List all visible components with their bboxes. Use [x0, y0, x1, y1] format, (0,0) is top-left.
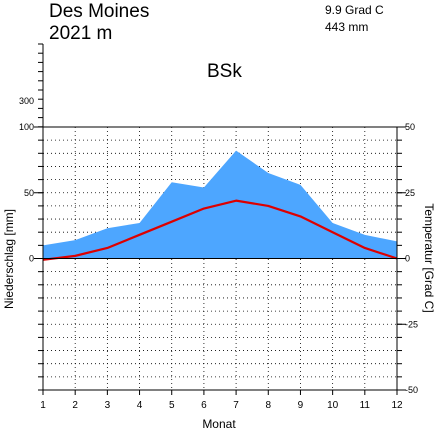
right-tick-label: 50	[405, 122, 415, 132]
climate-class: BSk	[207, 61, 242, 82]
x-axis: 1 2 3 4 5 6 7 8 9 10 11 12	[40, 390, 403, 411]
temperature-line	[42, 199, 398, 261]
x-tick-label: 1	[40, 400, 46, 411]
temperature-series	[42, 199, 398, 261]
upper-extension-label: 300	[19, 96, 34, 106]
x-tick-label: 5	[169, 400, 175, 411]
x-tick-label: 8	[265, 400, 271, 411]
x-axis-label: Monat	[202, 417, 236, 430]
left-axis-label: Niederschlag [mm]	[2, 209, 16, 309]
x-tick-label: 4	[137, 400, 143, 411]
x-tick-label: 11	[360, 400, 371, 411]
x-tick-label: 9	[298, 400, 304, 411]
annual-temperature: 9.9 Grad C	[325, 3, 384, 17]
upper-extension-axis	[38, 43, 44, 128]
annual-precipitation: 443 mm	[325, 20, 368, 34]
right-y-axis: 50 25 0 -25 -50	[397, 122, 418, 395]
left-y-axis: 100 50 0	[19, 122, 43, 391]
right-axis-label: Temperatur [Grad C]	[422, 203, 436, 312]
chart-title: Des Moines	[49, 1, 149, 22]
right-tick-label: 0	[405, 254, 410, 264]
left-tick-label: 50	[24, 188, 34, 198]
x-tick-label: 7	[233, 400, 239, 411]
x-tick-label: 2	[72, 400, 78, 411]
right-tick-label: -25	[405, 319, 418, 329]
x-tick-label: 10	[327, 400, 339, 411]
x-tick-label: 12	[391, 400, 403, 411]
x-tick-label: 6	[201, 400, 207, 411]
left-tick-label: 100	[19, 122, 34, 132]
right-tick-label: -50	[405, 385, 418, 395]
left-tick-label: 0	[29, 254, 34, 264]
right-tick-label: 25	[405, 188, 415, 198]
x-tick-label: 3	[105, 400, 111, 411]
chart-subtitle: 2021 m	[49, 23, 112, 44]
